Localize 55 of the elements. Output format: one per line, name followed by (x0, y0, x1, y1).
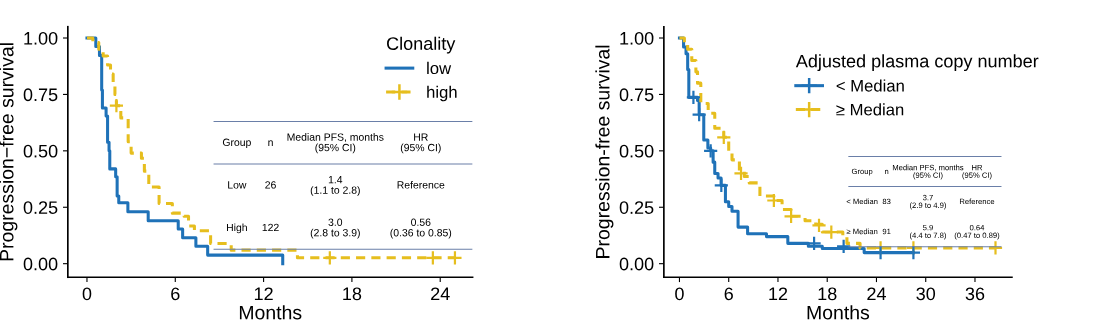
x-tick-label: 18 (343, 287, 362, 301)
legend-label: ≥ Median (836, 103, 904, 116)
x-axis-title: Months (807, 305, 870, 320)
legend-label: low (427, 61, 452, 75)
x-tick-label: 6 (724, 287, 733, 301)
x-tick-label: 0 (675, 287, 684, 301)
point (811, 217, 827, 234)
point (716, 129, 732, 145)
annotation: 1.4 (1.1 to 2.8) (310, 176, 360, 196)
x-axis-title: Months (239, 305, 302, 320)
y-tick-label: 1.00 (620, 31, 654, 45)
annotation: High (227, 223, 247, 234)
annotation: 0.56 (0.36 to 0.85) (390, 218, 452, 239)
legend-label: < Median (836, 79, 904, 92)
x-tick-label: 24 (431, 287, 450, 301)
legend-label: high (427, 85, 457, 102)
y-tick-label: 0.00 (619, 257, 654, 271)
y-tick-label: 0.50 (23, 144, 58, 158)
annotation: Median PFS, months (95% CI) (287, 133, 384, 154)
annotation: Group (222, 138, 251, 149)
x-tick-label: 36 (965, 287, 985, 301)
x-tick-label: 12 (769, 287, 788, 301)
point (835, 238, 852, 254)
legend-title: Adjusted plasma copy number (795, 54, 1039, 72)
y-tick-label: 0.25 (23, 201, 58, 214)
point (823, 224, 840, 240)
y-tick-label: 0.75 (619, 88, 654, 102)
annotation: HR (95% CI) (400, 133, 441, 154)
point (987, 240, 1004, 256)
y-axis-title: Progression−free survival (0, 43, 18, 261)
y-tick-label: 0.75 (23, 88, 58, 102)
y-tick-label: 1.00 (24, 31, 58, 45)
annotation: 3.0 (2.8 to 3.9) (310, 218, 360, 239)
point (783, 208, 799, 224)
y-axis-title: Progression-free survival (595, 45, 614, 258)
annotation: Reference (397, 180, 445, 189)
y-tick-label: 0.00 (23, 257, 58, 271)
annotation: n (268, 140, 273, 146)
x-tick-label: 30 (916, 287, 936, 301)
annotation: 122 (262, 223, 279, 232)
point (702, 143, 719, 159)
x-tick-label: 6 (171, 287, 180, 301)
point (691, 107, 707, 123)
y-tick-label: 0.50 (619, 144, 654, 158)
x-tick-label: 18 (818, 287, 837, 301)
y-tick-label: 0.25 (619, 201, 654, 214)
legend-title: Clonality (387, 36, 456, 54)
x-tick-label: 12 (254, 287, 273, 301)
point (713, 177, 730, 194)
annotation: 26 (265, 181, 276, 189)
point (685, 89, 702, 106)
x-tick-label: 0 (82, 287, 92, 301)
annotation: Low (228, 181, 247, 189)
x-tick-label: 24 (867, 287, 886, 301)
point (733, 165, 749, 182)
